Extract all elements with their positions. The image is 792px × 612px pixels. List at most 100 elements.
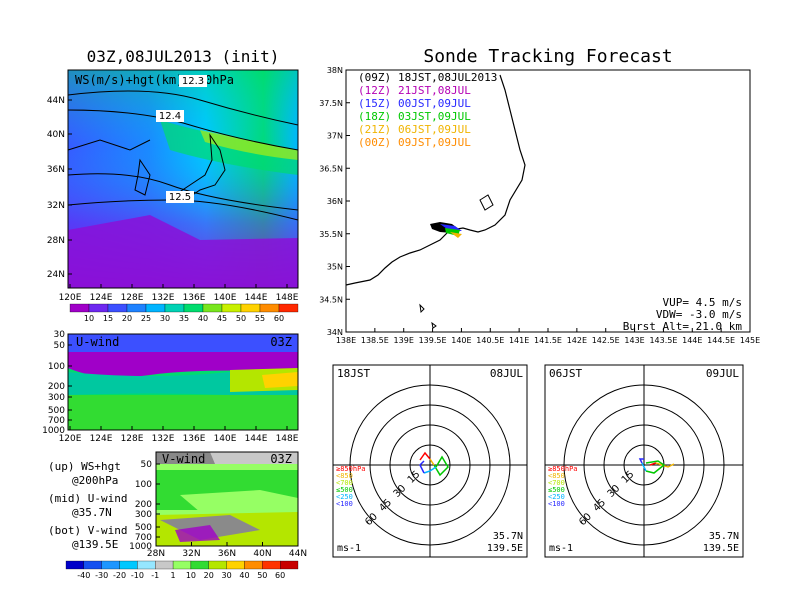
vwind-xtick-label: 44N (289, 549, 307, 559)
wind-colorbar-swatch (208, 560, 227, 570)
track-map-panel: 38N 37.5N 37N 36.5N 36N 35.5N 35N 34.5N 34N 138E… (319, 66, 760, 345)
hodograph-time-label: 18JST (337, 367, 370, 380)
track-lon-tick-label: 139.5E (419, 336, 447, 345)
uwind-time: 03Z (270, 335, 292, 349)
track-info-burst: Burst Alt= 21.0 km (623, 320, 743, 333)
track-lon-tick-label: 139E (394, 336, 414, 345)
track-lat-tick-label: 37N (327, 132, 343, 141)
hodograph-level-label: <250 (336, 493, 353, 501)
right-title: Sonde Tracking Forecast (423, 46, 672, 67)
ws-contour-label: 12.5 (169, 192, 191, 203)
note-up-line2: @200hPa (72, 474, 118, 487)
uwind-xtick-label: 132E (152, 434, 175, 444)
wind-colorbar: -40 -30 -20 -10 -1 1 10 20 30 40 50 60 (65, 560, 299, 580)
track-lon-tick-label: 143.5E (649, 336, 677, 345)
track-legend-time: 09JST,09JUL (398, 136, 471, 149)
vwind-ytick-label: 300 (135, 510, 152, 520)
hodograph-unit: ms-1 (549, 543, 573, 554)
ws-map-xtick-label: 132E (152, 293, 175, 303)
hodograph-trace (433, 455, 449, 477)
wind-colorbar-label: -10 (131, 571, 144, 580)
vwind-time: 03Z (270, 452, 292, 466)
wind-colorbar-label: 60 (275, 571, 285, 580)
uwind-xtick-label: 136E (183, 434, 206, 444)
uwind-label: U-wind (76, 335, 119, 349)
ws-colorbar-swatch (126, 303, 147, 313)
track-lon-tick-label: 138E (336, 336, 356, 345)
ws-colorbar-label: 50 (236, 314, 246, 323)
ws-map-ytick-label: 36N (47, 165, 65, 175)
track-legend-code: (15Z) (358, 97, 391, 110)
ws-colorbar-label: 40 (198, 314, 208, 323)
uwind-ytick-label: 1000 (42, 426, 65, 436)
ws-colorbar-swatch (164, 303, 185, 313)
note-mid-line1: (mid) U-wind (48, 492, 127, 505)
vwind-ytick-label: 1000 (129, 542, 152, 552)
track-legend-code: (00Z) (358, 136, 391, 149)
note-mid-line2: @35.7N (72, 506, 112, 519)
vwind-ytick-label: 50 (141, 460, 153, 470)
ws-map-label: WS(m/s)+hgt(km)@200hPa (75, 73, 234, 87)
wind-colorbar-label: 50 (257, 571, 267, 580)
track-info-vdw: VDW= -3.0 m/s (656, 308, 742, 321)
ws-colorbar-label: 55 (255, 314, 265, 323)
track-legend-time: 00JST,09JUL (398, 97, 471, 110)
wind-colorbar-swatch (119, 560, 138, 570)
track-lat-tick-label: 37.5N (319, 99, 343, 108)
wind-colorbar-label: 20 (204, 571, 214, 580)
ws-map-ytick-label: 32N (47, 201, 65, 211)
wind-colorbar-label: -20 (113, 571, 126, 580)
uwind-xtick-label: 144E (245, 434, 268, 444)
hodograph-level-label: <850 (336, 472, 353, 480)
track-lon-tick-label: 142.5E (592, 336, 620, 345)
ws-map-ytick-label: 28N (47, 236, 65, 246)
track-lat-tick-label: 36N (327, 197, 343, 206)
ws-colorbar-swatch (259, 303, 280, 313)
track-lon-tick-label: 141.5E (534, 336, 562, 345)
wind-colorbar-swatch (155, 560, 174, 570)
uwind-ytick-label: 100 (48, 362, 65, 372)
hodograph-trace (645, 460, 666, 474)
track-legend-code: (18Z) (358, 110, 391, 123)
uwind-ytick-label: 500 (48, 406, 65, 416)
wind-colorbar-swatch (244, 560, 263, 570)
ws-map-ytick-label: 40N (47, 130, 65, 140)
ws-map-xtick-label: 136E (183, 293, 206, 303)
ws-colorbar-label: 30 (160, 314, 170, 323)
ws-colorbar-swatch (69, 303, 90, 313)
track-lat-tick-label: 34N (327, 328, 343, 337)
ws-contour-label-bg (166, 191, 194, 203)
hodograph-lon: 139.5E (487, 543, 523, 554)
track-legend-code: (09Z) (358, 71, 391, 84)
ws-map-xtick-label: 128E (121, 293, 144, 303)
uwind-xtick-label: 120E (59, 434, 82, 444)
vwind-ytick-label: 100 (135, 480, 152, 490)
hodograph-level-label: ≥850hPa (336, 465, 366, 473)
track-lon-tick-label: 143E (624, 336, 644, 345)
ws-colorbar-label: 15 (103, 314, 113, 323)
ws-colorbar-label: 20 (122, 314, 132, 323)
wind-colorbar-label: -40 (77, 571, 90, 580)
hodograph-trace (419, 451, 431, 461)
wind-colorbar-swatch (172, 560, 192, 570)
ws-colorbar-swatch (183, 303, 204, 313)
track-legend-time: 18JST,08JUL2013 (398, 71, 497, 84)
hodograph-trace (423, 466, 437, 474)
wind-colorbar-label: -1 (151, 571, 159, 580)
vwind-ytick-label: 700 (135, 533, 152, 543)
hodograph-time-label: 06JST (549, 367, 582, 380)
track-lon-tick-label: 144.5E (707, 336, 735, 345)
ws-map-xtick-label: 140E (214, 293, 237, 303)
vwind-label: V-wind (162, 452, 205, 466)
uwind-ytick-label: 200 (48, 382, 65, 392)
track-lon-tick-label: 144E (682, 336, 702, 345)
uwind-ytick-label: 700 (48, 416, 65, 426)
wind-colorbar-swatch (83, 560, 102, 570)
ws-contour-label: 12.3 (182, 76, 204, 87)
uwind-ytick-label: 30 (54, 330, 66, 340)
track-lat-tick-label: 38N (327, 66, 343, 75)
ws-colorbar-swatch (107, 303, 128, 313)
